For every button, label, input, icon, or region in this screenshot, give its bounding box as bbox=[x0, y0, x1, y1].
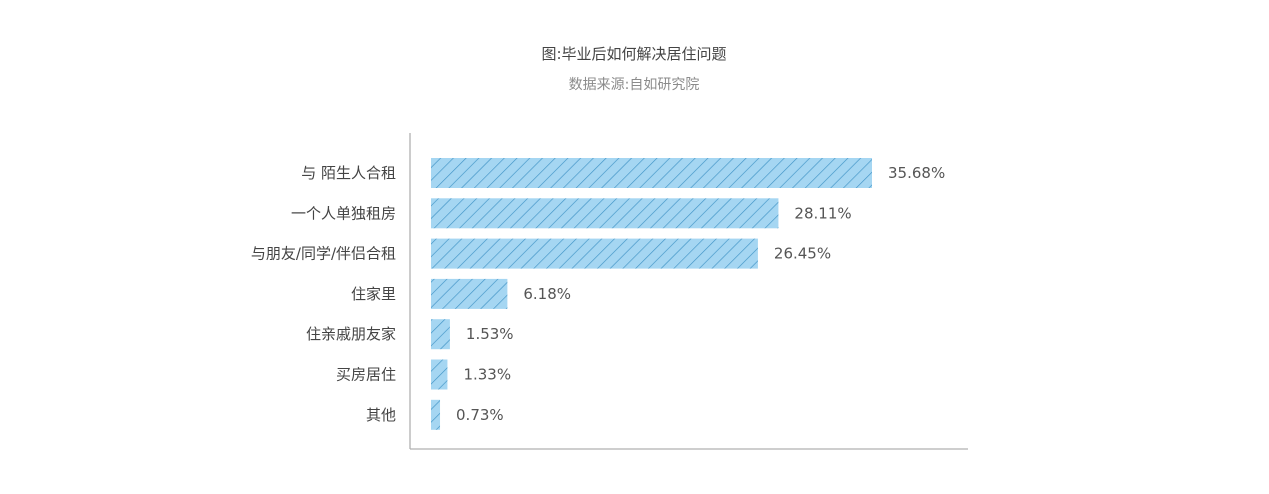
category-label: 其他 bbox=[366, 406, 396, 424]
value-label: 1.53% bbox=[466, 325, 514, 343]
value-label: 28.11% bbox=[794, 204, 851, 222]
value-label: 1.33% bbox=[463, 366, 511, 384]
bars-group: 与 陌生人合租 35.68% 一个人单独租房 28.11% 与朋友/同学/伴侣合租 26.… bbox=[251, 158, 945, 430]
bar bbox=[431, 359, 448, 390]
value-label: 6.18% bbox=[523, 285, 571, 303]
bar bbox=[431, 319, 450, 350]
chart-title: 图:毕业后如何解决居住问题 bbox=[541, 45, 726, 63]
category-label: 住亲戚朋友家 bbox=[306, 325, 396, 343]
category-label: 与 陌生人合租 bbox=[301, 164, 396, 182]
category-label: 与朋友/同学/伴侣合租 bbox=[251, 245, 396, 263]
bar bbox=[431, 198, 779, 229]
bar bbox=[431, 238, 758, 269]
bar bbox=[431, 158, 872, 188]
category-label: 住家里 bbox=[351, 285, 396, 303]
bar bbox=[431, 399, 441, 430]
value-label: 35.68% bbox=[888, 164, 945, 182]
value-label: 0.73% bbox=[456, 406, 504, 424]
category-label: 买房居住 bbox=[336, 366, 396, 384]
category-label: 一个人单独租房 bbox=[291, 204, 396, 222]
chart-subtitle: 数据来源:自如研究院 bbox=[569, 77, 700, 93]
bar bbox=[431, 278, 508, 309]
value-label: 26.45% bbox=[774, 245, 831, 263]
